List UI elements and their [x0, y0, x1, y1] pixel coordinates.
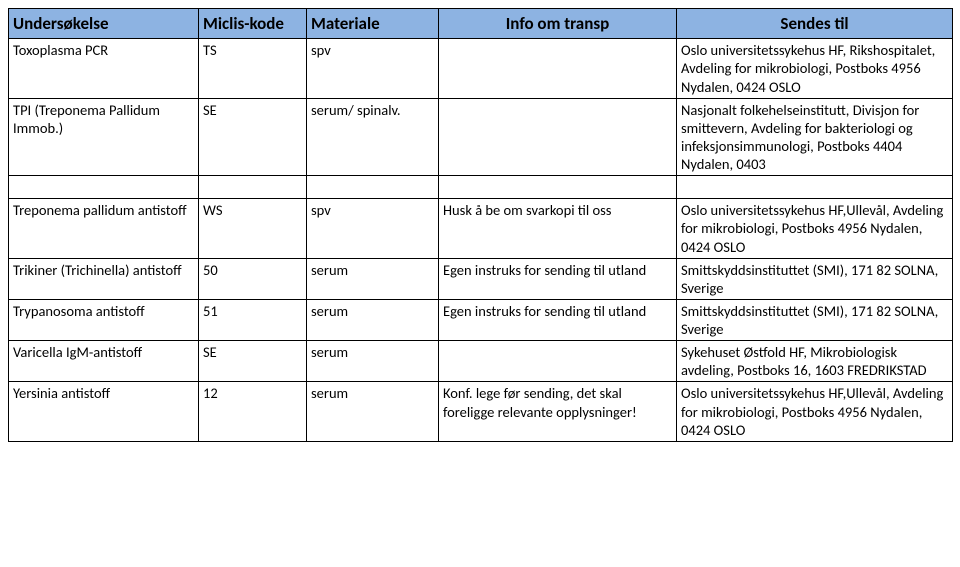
cell-miclis: 12	[199, 382, 307, 441]
cell-undersokelse: TPI (Treponema Pallidum Immob.)	[9, 98, 199, 176]
cell-materiale: spv	[307, 199, 439, 258]
cell-miclis: SE	[199, 341, 307, 382]
cell-undersokelse: Yersinia antistoff	[9, 382, 199, 441]
cell-info: Konf. lege før sending, det skal forelig…	[439, 382, 677, 441]
table-row: Yersinia antistoff 12 serum Konf. lege f…	[9, 382, 953, 441]
cell-miclis: WS	[199, 199, 307, 258]
cell-miclis: SE	[199, 98, 307, 176]
cell-info: Husk å be om svarkopi til oss	[439, 199, 677, 258]
cell-undersokelse: Trypanosoma antistoff	[9, 299, 199, 340]
spacer-cell	[9, 176, 199, 199]
spacer-cell	[677, 176, 953, 199]
cell-materiale: spv	[307, 39, 439, 98]
cell-sendes: Oslo universitetssykehus HF,Ullevål, Avd…	[677, 199, 953, 258]
spacer-cell	[439, 176, 677, 199]
cell-sendes: Smittskyddsinstituttet (SMI), 171 82 SOL…	[677, 258, 953, 299]
cell-materiale: serum	[307, 258, 439, 299]
col-header-miclis: Miclis-kode	[199, 9, 307, 39]
col-header-sendes: Sendes til	[677, 9, 953, 39]
cell-sendes: Oslo universitetssykehus HF,Ullevål, Avd…	[677, 382, 953, 441]
cell-sendes: Smittskyddsinstituttet (SMI), 171 82 SOL…	[677, 299, 953, 340]
cell-materiale: serum	[307, 341, 439, 382]
col-header-undersokelse: Undersøkelse	[9, 9, 199, 39]
col-header-materiale: Materiale	[307, 9, 439, 39]
cell-info	[439, 341, 677, 382]
cell-miclis: 51	[199, 299, 307, 340]
spacer-cell	[199, 176, 307, 199]
cell-undersokelse: Treponema pallidum antistoff	[9, 199, 199, 258]
table-header: Undersøkelse Miclis-kode Materiale Info …	[9, 9, 953, 39]
cell-undersokelse: Toxoplasma PCR	[9, 39, 199, 98]
table-body: Toxoplasma PCR TS spv Oslo universitetss…	[9, 39, 953, 442]
header-row: Undersøkelse Miclis-kode Materiale Info …	[9, 9, 953, 39]
cell-info: Egen instruks for sending til utland	[439, 299, 677, 340]
cell-sendes: Nasjonalt folkehelseinstitutt, Divisjon …	[677, 98, 953, 176]
cell-info: Egen instruks for sending til utland	[439, 258, 677, 299]
table-row: Varicella IgM-antistoff SE serum Sykehus…	[9, 341, 953, 382]
spacer-row	[9, 176, 953, 199]
cell-undersokelse: Trikiner (Trichinella) antistoff	[9, 258, 199, 299]
col-header-info: Info om transp	[439, 9, 677, 39]
cell-undersokelse: Varicella IgM-antistoff	[9, 341, 199, 382]
cell-sendes: Sykehuset Østfold HF, Mikrobiologisk avd…	[677, 341, 953, 382]
cell-materiale: serum	[307, 382, 439, 441]
table-row: Treponema pallidum antistoff WS spv Husk…	[9, 199, 953, 258]
spacer-cell	[307, 176, 439, 199]
cell-miclis: 50	[199, 258, 307, 299]
cell-sendes: Oslo universitetssykehus HF, Rikshospita…	[677, 39, 953, 98]
table-row: Trypanosoma antistoff 51 serum Egen inst…	[9, 299, 953, 340]
cell-info	[439, 98, 677, 176]
cell-info	[439, 39, 677, 98]
cell-materiale: serum	[307, 299, 439, 340]
cell-miclis: TS	[199, 39, 307, 98]
table-row: TPI (Treponema Pallidum Immob.) SE serum…	[9, 98, 953, 176]
table-row: Trikiner (Trichinella) antistoff 50 seru…	[9, 258, 953, 299]
table-row: Toxoplasma PCR TS spv Oslo universitetss…	[9, 39, 953, 98]
lab-tests-table: Undersøkelse Miclis-kode Materiale Info …	[8, 8, 953, 442]
cell-materiale: serum/ spinalv.	[307, 98, 439, 176]
